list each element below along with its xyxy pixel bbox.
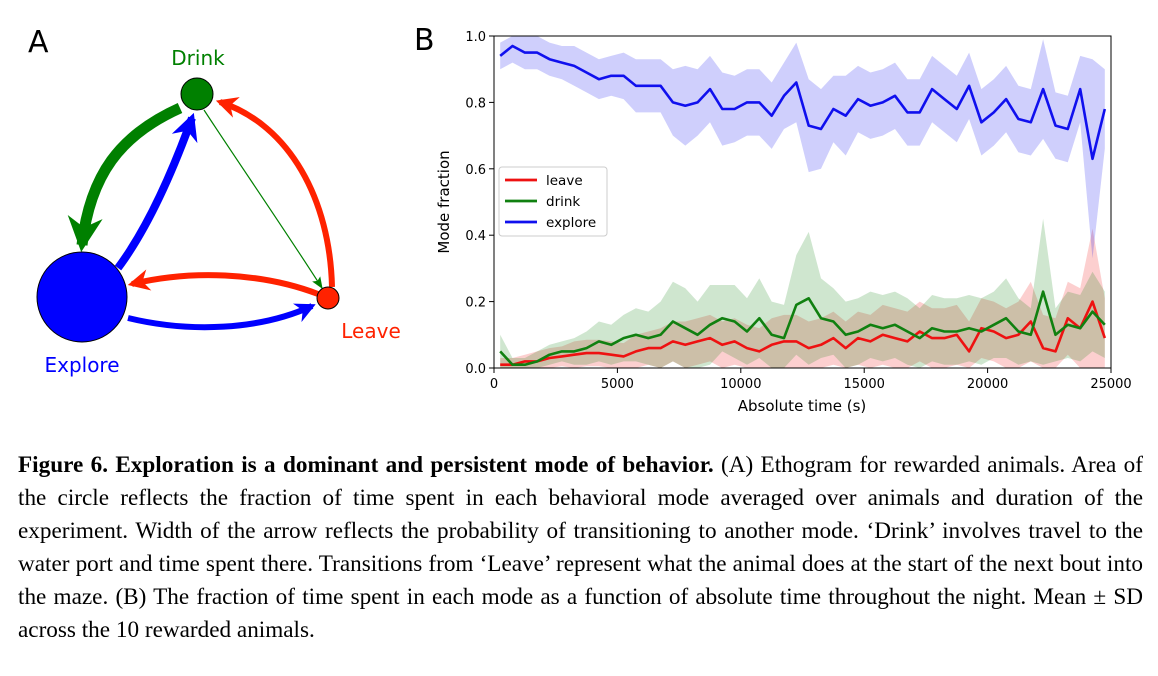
node-leave-label: Leave [341,319,401,343]
x-axis-ticks: 0 5000 10000 15000 20000 25000 [490,368,1132,392]
y-tick-label: 0.0 [465,362,486,377]
x-tick-label: 25000 [1090,377,1131,392]
node-explore [36,251,128,343]
panel-a-label: A [28,25,49,60]
node-explore-label: Explore [44,353,119,377]
y-tick-label: 1.0 [465,30,486,45]
legend-label-leave: leave [546,173,583,189]
legend-label-drink: drink [546,194,580,210]
figure-caption: Figure 6. Exploration is a dominant and … [18,449,1143,647]
x-tick-label: 15000 [844,377,885,392]
edge-leave-to-explore [127,269,320,297]
mode-fraction-chart: 0 5000 10000 15000 20000 25000 0.00.20.40.60.… [435,30,1132,415]
x-tick-label: 10000 [720,377,761,392]
x-tick-label: 0 [490,377,498,392]
y-tick-label: 0.6 [465,163,486,178]
y-axis-label: Mode fraction [435,150,453,253]
sd-band-explore [500,36,1105,259]
y-tick-label: 0.2 [465,296,486,311]
caption-title: Figure 6. Exploration is a dominant and … [18,452,714,478]
caption-body: (A) Ethogram for rewarded animals. Area … [18,452,1143,643]
plot-frame [493,35,1112,369]
x-axis-label: Absolute time (s) [738,397,867,415]
x-tick-label: 5000 [601,377,634,392]
legend: leave drink explore [498,166,608,237]
node-leave [316,286,340,310]
edge-explore-to-drink [114,112,198,271]
y-axis-ticks: 0.0 0.2 0.4 0.6 0.8 1.0 [465,30,494,377]
sd-band-leave [500,228,1105,368]
mean-lines [499,44,1107,367]
panel-b-label: B [414,23,435,58]
edge-explore-to-leave [127,303,316,331]
edge-drink-to-explore [67,102,183,252]
edge-drink-to-leave [203,109,323,290]
legend-label-explore: explore [546,215,596,231]
edge-leave-to-drink [215,97,335,288]
x-tick-label: 20000 [967,377,1008,392]
series-line-explore [499,44,1107,161]
y-tick-label: 0.8 [465,96,486,111]
series-line-drink [499,290,1106,367]
series-line-leave [500,300,1107,367]
legend-box [498,166,608,237]
node-drink [180,77,214,111]
y-tick-label: 0.4 [465,229,486,244]
figure: A Drink Explore Leave B 0 5000 10000 15000 2… [28,23,1132,415]
node-drink-label: Drink [171,46,225,70]
